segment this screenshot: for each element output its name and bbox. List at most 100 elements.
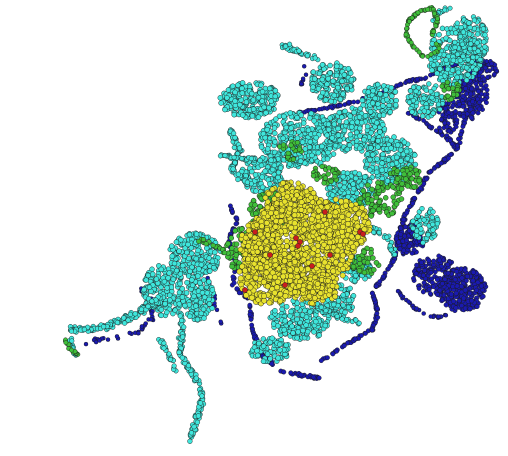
- cyan-point: [275, 169, 282, 176]
- blue-point: [459, 303, 465, 309]
- cyan-point: [342, 309, 348, 316]
- blue-point: [334, 348, 340, 354]
- cyan-point: [380, 121, 386, 128]
- blue-point: [437, 287, 443, 293]
- cyan-point: [353, 129, 360, 136]
- cyan-point: [436, 31, 442, 38]
- cyan-point: [244, 179, 251, 185]
- cyan-point: [272, 130, 278, 137]
- blue-point: [439, 117, 444, 122]
- cyan-point: [100, 324, 107, 330]
- cyan-point: [322, 322, 329, 329]
- cyan-point: [235, 82, 241, 88]
- cyan-point: [176, 289, 183, 296]
- cyan-point: [344, 85, 350, 92]
- cyan-point: [346, 142, 353, 148]
- cyan-point: [196, 266, 202, 272]
- cyan-point: [243, 99, 250, 105]
- blue-point: [456, 298, 462, 304]
- cyan-point: [389, 93, 395, 99]
- cyan-point: [166, 351, 172, 357]
- blue-point: [456, 101, 462, 107]
- cyan-point: [195, 273, 201, 279]
- cyan-point: [457, 33, 464, 40]
- cyan-point: [331, 92, 338, 99]
- cyan-point: [206, 301, 213, 307]
- cyan-point: [194, 419, 201, 425]
- cyan-point: [232, 160, 238, 166]
- cyan-point: [348, 76, 355, 83]
- cyan-point: [176, 349, 182, 356]
- cyan-point: [392, 89, 399, 95]
- cyan-point: [252, 172, 259, 178]
- cyan-point: [429, 95, 435, 101]
- blue-point: [453, 109, 458, 114]
- cyan-point: [474, 40, 480, 46]
- blue-point: [470, 278, 476, 284]
- blue-point: [473, 81, 479, 87]
- cyan-point: [443, 57, 449, 63]
- cyan-point: [276, 341, 283, 348]
- blue-point: [351, 99, 357, 105]
- blue-point: [303, 72, 309, 77]
- cyan-point: [481, 39, 487, 45]
- blue-point: [484, 87, 490, 93]
- blue-point: [414, 262, 420, 268]
- cyan-point: [300, 327, 306, 334]
- cyan-point: [356, 171, 363, 177]
- blue-point: [426, 287, 432, 292]
- cyan-point: [197, 280, 203, 286]
- blue-point: [450, 284, 456, 290]
- blue-point: [442, 156, 448, 162]
- cyan-point: [158, 266, 165, 273]
- blue-point: [342, 102, 348, 107]
- cyan-point: [165, 275, 171, 281]
- blue-point: [374, 306, 380, 311]
- cyan-point: [275, 355, 281, 361]
- cyan-point: [398, 158, 404, 164]
- cyan-point: [288, 308, 294, 315]
- cyan-point: [186, 302, 192, 308]
- cyan-point: [330, 78, 336, 84]
- cyan-point: [388, 84, 395, 91]
- cyan-point: [188, 430, 195, 436]
- cyan-point: [377, 129, 383, 135]
- cyan-point: [259, 98, 265, 104]
- cyan-point: [171, 363, 177, 369]
- cyan-point: [332, 142, 339, 149]
- blue-point: [470, 99, 476, 105]
- blue-point: [435, 292, 440, 298]
- blue-point: [369, 327, 375, 333]
- cyan-point: [319, 76, 326, 83]
- blue-point: [469, 298, 475, 304]
- cyan-point: [167, 297, 173, 303]
- cyan-point: [239, 112, 246, 118]
- cyan-point: [336, 109, 343, 116]
- cyan-point: [364, 161, 370, 168]
- blue-point: [136, 330, 141, 336]
- cyan-point: [231, 111, 237, 118]
- cyan-point: [177, 280, 183, 287]
- blue-point: [420, 272, 426, 278]
- cyan-point: [121, 315, 127, 321]
- cyan-point: [412, 152, 418, 158]
- cyan-point: [281, 113, 287, 120]
- blue-point: [143, 321, 148, 326]
- blue-point: [114, 334, 120, 339]
- cyan-point: [413, 88, 419, 94]
- cyan-point: [375, 101, 381, 107]
- cyan-point: [225, 87, 232, 93]
- cyan-point: [149, 298, 155, 304]
- blue-point: [230, 274, 236, 280]
- blue-point: [462, 267, 468, 273]
- blue-point: [454, 117, 460, 123]
- cyan-point: [335, 298, 342, 304]
- cyan-point: [256, 340, 262, 347]
- cyan-point: [467, 46, 473, 52]
- cyan-point: [356, 145, 363, 152]
- blue-point: [406, 243, 412, 249]
- cyan-point: [218, 100, 224, 106]
- cyan-point: [309, 152, 315, 159]
- blue-point: [481, 76, 487, 82]
